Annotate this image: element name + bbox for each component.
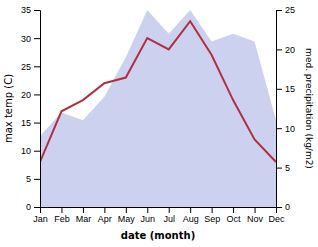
tick-label: Aug <box>183 214 199 224</box>
tick-mark <box>104 207 105 213</box>
tick: 35 <box>21 5 40 15</box>
tick-mark <box>276 89 282 90</box>
y2-axis: 0 5 10 15 20 25 <box>276 5 295 212</box>
tick-label: 35 <box>21 5 31 15</box>
x-axis: Jan Feb Mar Apr May Jun Jul Aug Sep Oct Nov Dec <box>33 207 285 224</box>
tick-mark <box>255 207 256 213</box>
tick: 10 <box>21 146 40 156</box>
tick-label: 15 <box>21 118 31 128</box>
tick-label: May <box>118 214 136 224</box>
tick-mark <box>34 66 40 67</box>
tick-label: 25 <box>285 5 295 15</box>
tick: Jul <box>163 207 175 224</box>
tick-mark <box>34 123 40 124</box>
tick-mark <box>276 128 282 129</box>
tick: 20 <box>276 45 295 55</box>
plot: JanFebMarAprMayJunJulAugSepOctNovDec0510… <box>3 5 314 241</box>
tick-label: Apr <box>98 214 112 224</box>
tick: 30 <box>21 34 40 44</box>
tick-label: Jan <box>33 214 48 224</box>
tick-mark <box>34 207 40 208</box>
tick-label: 20 <box>285 45 295 55</box>
tick-label: 5 <box>285 163 290 173</box>
tick-mark <box>190 207 191 213</box>
tick-label: 15 <box>285 84 295 94</box>
tick-mark <box>147 207 148 213</box>
tick-label: Sep <box>204 214 220 224</box>
x-axis-title: date (month) <box>121 230 195 241</box>
tick-label: Feb <box>54 214 70 224</box>
tick-label: Jun <box>141 214 156 224</box>
tick-mark <box>169 207 170 213</box>
tick: 5 <box>276 163 290 173</box>
tick-label: 20 <box>21 90 31 100</box>
tick: 10 <box>276 124 295 134</box>
tick: 25 <box>276 5 295 15</box>
tick-label: Dec <box>268 214 285 224</box>
tick-label: 30 <box>21 34 31 44</box>
tick: 20 <box>21 90 40 100</box>
tick-mark <box>83 207 84 213</box>
tick-label: 0 <box>285 202 290 212</box>
tick: Jan <box>33 207 48 224</box>
axis-line <box>34 11 41 208</box>
tick-label: Mar <box>76 214 92 224</box>
tick-mark <box>34 179 40 180</box>
tick: Dec <box>268 207 285 224</box>
axis-line <box>41 208 277 214</box>
axis-line <box>277 11 283 208</box>
tick-mark <box>34 38 40 39</box>
tick: Aug <box>183 207 199 224</box>
chart: JanFebMarAprMayJunJulAugSepOctNovDec0510… <box>0 0 318 247</box>
tick-mark <box>276 49 282 50</box>
tick: 15 <box>276 84 295 94</box>
tick-label: Jul <box>163 214 175 224</box>
tick-mark <box>126 207 127 213</box>
tick-mark <box>61 207 62 213</box>
tick: 15 <box>21 118 40 128</box>
tick-mark <box>233 207 234 213</box>
tick-mark <box>276 10 282 11</box>
tick: May <box>118 207 136 224</box>
tick: Nov <box>247 207 264 224</box>
tick: Feb <box>54 207 70 224</box>
y-axis: 0 5 10 15 20 25 30 35 <box>21 5 41 212</box>
marks <box>40 10 276 207</box>
tick: Mar <box>76 207 92 224</box>
tick: 0 <box>26 202 40 212</box>
line <box>40 21 276 162</box>
tick-label: 0 <box>26 202 31 212</box>
tick: Jun <box>141 207 156 224</box>
y-axis-title: max temp (C) <box>3 74 14 143</box>
tick-mark <box>212 207 213 213</box>
tick-label: Nov <box>247 214 264 224</box>
tick: Sep <box>204 207 220 224</box>
tick-mark <box>276 207 282 208</box>
tick: Oct <box>227 207 242 224</box>
tick-mark <box>34 151 40 152</box>
tick-mark <box>34 10 40 11</box>
tick: 25 <box>21 62 40 72</box>
tick-label: 5 <box>26 174 31 184</box>
tick-label: 25 <box>21 62 31 72</box>
tick: 5 <box>26 174 40 184</box>
tick-label: 10 <box>285 124 295 134</box>
tick: 0 <box>276 202 290 212</box>
y2-axis-title: med. precipitation (kg/m2) <box>304 48 314 169</box>
tick: Apr <box>98 207 112 224</box>
tick-mark <box>34 94 40 95</box>
tick-mark <box>276 168 282 169</box>
area <box>40 10 276 207</box>
tick-label: Oct <box>227 214 242 224</box>
tick-label: 10 <box>21 146 31 156</box>
